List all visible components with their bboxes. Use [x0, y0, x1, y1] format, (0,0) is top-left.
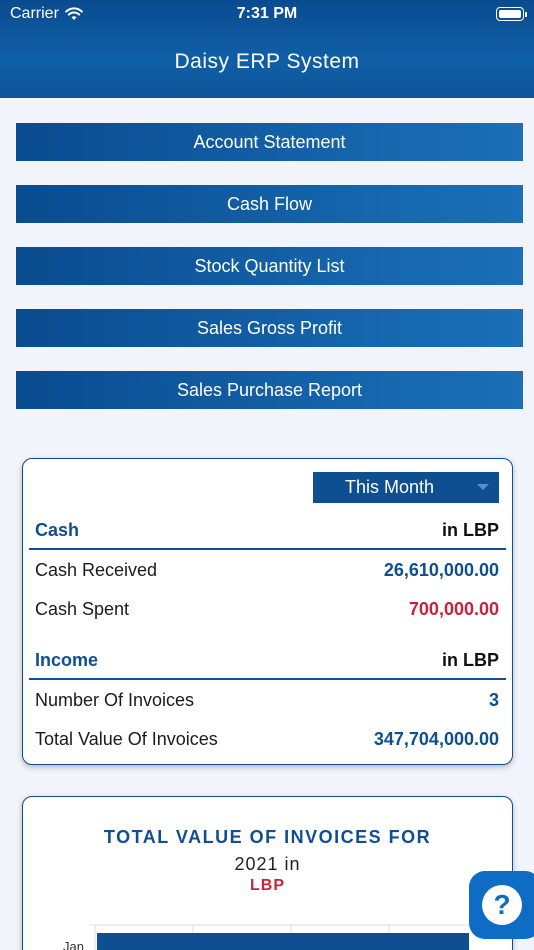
invoices-count-row: Number Of Invoices 3 [35, 690, 499, 711]
invoices-count-value: 3 [488, 690, 499, 710]
invoices-count-label: Number Of Invoices [35, 690, 195, 710]
help-button[interactable]: ? [469, 871, 534, 939]
cash-spent-row: Cash Spent 700,000.00 [35, 599, 499, 620]
carrier-label: Carrier [10, 5, 59, 22]
account-statement-button[interactable]: Account Statement [16, 123, 523, 161]
cash-divider [29, 548, 506, 550]
invoices-total-value: 347,704,000.00 [373, 729, 499, 749]
page-title: Daisy ERP System [174, 50, 360, 73]
cash-section-header: Cash in LBP [35, 520, 499, 541]
cash-flow-button[interactable]: Cash Flow [16, 185, 523, 223]
chart-unit: LBP [250, 877, 285, 894]
question-icon: ? [482, 885, 522, 925]
invoices-total-row: Total Value Of Invoices 347,704,000.00 [35, 729, 499, 750]
carrier-indicator: Carrier [10, 5, 83, 23]
app-header: Carrier 7:31 PM Daisy ERP System [0, 0, 534, 98]
sales-purchase-report-button[interactable]: Sales Purchase Report [16, 371, 523, 409]
chart-plot: Jan [63, 924, 471, 950]
income-divider [29, 678, 506, 680]
clock: 7:31 PM [236, 5, 298, 22]
chart-subtitle: 2021 in [234, 854, 301, 874]
wifi-icon [65, 7, 83, 20]
invoices-chart-card: TOTAL VALUE OF INVOICES FOR 2021 in LBP … [22, 796, 513, 950]
cash-unit: in LBP [442, 520, 499, 540]
battery-icon [496, 7, 527, 21]
income-title: Income [35, 650, 99, 670]
chevron-down-icon [477, 484, 489, 490]
period-dropdown[interactable]: This Month [313, 472, 499, 503]
invoices-total-label: Total Value Of Invoices [35, 729, 218, 749]
status-bar: Carrier 7:31 PM [0, 0, 534, 30]
bar-jan [97, 933, 469, 950]
sales-gross-profit-button[interactable]: Sales Gross Profit [16, 309, 523, 347]
income-unit: in LBP [442, 650, 499, 670]
cash-received-value: 26,610,000.00 [383, 560, 499, 580]
income-section-header: Income in LBP [35, 650, 499, 671]
stock-quantity-list-button[interactable]: Stock Quantity List [16, 247, 523, 285]
cash-title: Cash [35, 520, 80, 540]
chart-title: TOTAL VALUE OF INVOICES FOR [103, 827, 432, 847]
period-selected-value: This Month [345, 477, 435, 497]
cash-received-label: Cash Received [35, 560, 158, 580]
summary-card: This Month Cash in LBP Cash Received 26,… [22, 458, 513, 765]
cash-spent-label: Cash Spent [35, 599, 130, 619]
category-label-jan: Jan [63, 939, 84, 950]
cash-spent-value: 700,000.00 [408, 599, 499, 619]
cash-received-row: Cash Received 26,610,000.00 [35, 560, 499, 581]
